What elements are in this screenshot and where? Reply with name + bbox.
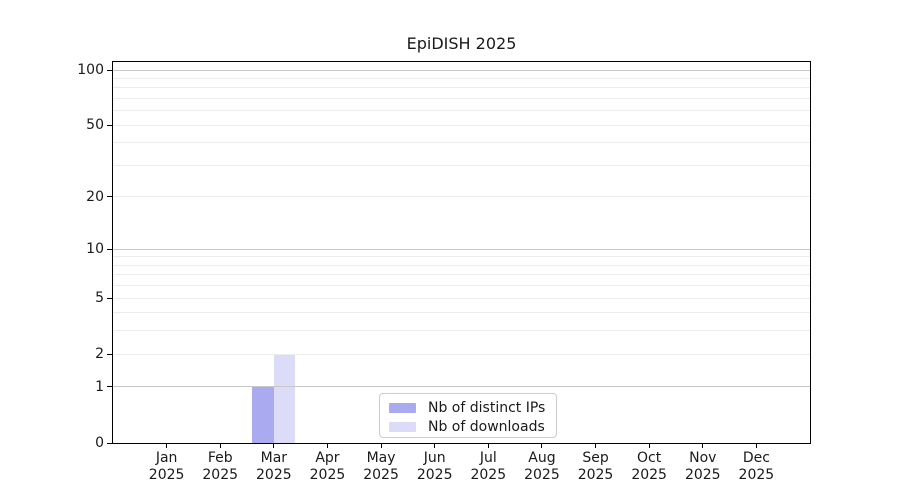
x-tick-month: May bbox=[366, 450, 396, 466]
legend: Nb of distinct IPs Nb of downloads bbox=[379, 393, 557, 438]
x-tick-month: Jun bbox=[423, 450, 446, 466]
x-tick-label: Dec 2025 bbox=[716, 450, 796, 484]
y-tick bbox=[107, 442, 112, 444]
x-tick-label: Oct 2025 bbox=[609, 450, 689, 484]
y-tick-label: 20 bbox=[86, 188, 104, 205]
gridline-major bbox=[113, 248, 810, 250]
x-tick-month: Jan bbox=[155, 450, 178, 466]
x-tick-year: 2025 bbox=[577, 467, 614, 483]
x-tick bbox=[755, 443, 757, 448]
gridline-major bbox=[113, 386, 810, 388]
gridline-minor bbox=[113, 124, 810, 126]
x-tick-year: 2025 bbox=[416, 467, 453, 483]
x-tick bbox=[595, 443, 597, 448]
y-tick bbox=[107, 297, 112, 299]
gridline-minor bbox=[113, 297, 810, 299]
x-tick-label: Aug 2025 bbox=[502, 450, 582, 484]
x-tick-month: Feb bbox=[207, 450, 233, 466]
y-tick bbox=[107, 69, 112, 71]
x-tick-label: Feb 2025 bbox=[180, 450, 260, 484]
gridline-minor bbox=[113, 196, 810, 198]
y-tick-label: 1 bbox=[95, 378, 104, 395]
x-tick-year: 2025 bbox=[309, 467, 346, 483]
gridline-minor bbox=[113, 353, 810, 355]
y-tick-label: 50 bbox=[86, 117, 104, 134]
x-tick bbox=[326, 443, 328, 448]
x-tick-year: 2025 bbox=[202, 467, 239, 483]
gridline-minor bbox=[113, 264, 810, 266]
x-tick-year: 2025 bbox=[363, 467, 399, 483]
legend-label: Nb of downloads bbox=[428, 419, 545, 435]
x-tick bbox=[380, 443, 382, 448]
gridline-minor bbox=[113, 110, 810, 112]
x-tick-month: Sep bbox=[582, 450, 609, 466]
x-tick-label: Jan 2025 bbox=[127, 450, 207, 484]
y-tick bbox=[107, 196, 112, 198]
legend-item: Nb of distinct IPs bbox=[389, 399, 556, 417]
legend-label: Nb of distinct IPs bbox=[428, 400, 546, 416]
bar-downloads bbox=[273, 354, 296, 443]
gridline-minor bbox=[113, 256, 810, 258]
x-tick bbox=[541, 443, 543, 448]
x-tick-month: Mar bbox=[260, 450, 288, 466]
legend-swatch-distinct-ips bbox=[389, 403, 416, 413]
y-tick-label: 100 bbox=[77, 62, 104, 78]
gridline-minor bbox=[113, 285, 810, 287]
x-tick-year: 2025 bbox=[148, 467, 185, 483]
gridline-minor bbox=[113, 330, 810, 332]
y-tick bbox=[107, 353, 112, 355]
y-tick-label: 0 bbox=[95, 435, 104, 451]
x-tick-label: Jun 2025 bbox=[395, 450, 475, 484]
y-tick bbox=[107, 386, 112, 388]
y-tick-label: 2 bbox=[95, 346, 104, 363]
y-tick-label: 5 bbox=[95, 290, 104, 307]
x-tick bbox=[702, 443, 704, 448]
gridline-minor bbox=[113, 77, 810, 79]
gridline-minor bbox=[113, 274, 810, 276]
x-tick bbox=[487, 443, 489, 448]
y-tick-label: 10 bbox=[86, 241, 104, 258]
x-tick-label: May 2025 bbox=[341, 450, 421, 484]
chart-title: EpiDISH 2025 bbox=[406, 34, 517, 53]
legend-item: Nb of downloads bbox=[389, 418, 556, 436]
x-tick bbox=[166, 443, 168, 448]
x-tick-label: Sep 2025 bbox=[556, 450, 636, 484]
gridline-minor bbox=[113, 97, 810, 99]
x-tick-month: Aug bbox=[528, 450, 556, 466]
x-tick-label: Mar 2025 bbox=[234, 450, 314, 484]
x-tick-month: Jul bbox=[479, 450, 497, 466]
gridline-major bbox=[113, 69, 810, 71]
x-tick bbox=[219, 443, 221, 448]
x-tick-year: 2025 bbox=[684, 467, 721, 483]
x-tick-month: Dec bbox=[742, 450, 770, 466]
y-tick bbox=[107, 124, 112, 126]
bar-distinct-ips bbox=[252, 386, 274, 443]
x-tick-label: Apr 2025 bbox=[287, 450, 367, 484]
gridline-minor bbox=[113, 164, 810, 166]
x-tick-label: Jul 2025 bbox=[448, 450, 528, 484]
legend-swatch-downloads bbox=[389, 422, 416, 432]
gridline-minor bbox=[113, 87, 810, 89]
x-tick bbox=[434, 443, 436, 448]
y-tick bbox=[107, 248, 112, 250]
x-tick-label: Nov 2025 bbox=[663, 450, 743, 484]
x-tick-year: 2025 bbox=[524, 467, 560, 483]
x-tick-month: Apr bbox=[315, 450, 340, 466]
x-tick bbox=[648, 443, 650, 448]
x-tick-year: 2025 bbox=[631, 467, 667, 483]
gridline-minor bbox=[113, 142, 810, 144]
x-tick-year: 2025 bbox=[738, 467, 775, 483]
x-tick-month: Oct bbox=[637, 450, 662, 466]
x-tick-month: Nov bbox=[689, 450, 717, 466]
gridline-minor bbox=[113, 312, 810, 314]
x-tick-year: 2025 bbox=[256, 467, 292, 483]
x-tick bbox=[273, 443, 275, 448]
x-tick-year: 2025 bbox=[470, 467, 507, 483]
